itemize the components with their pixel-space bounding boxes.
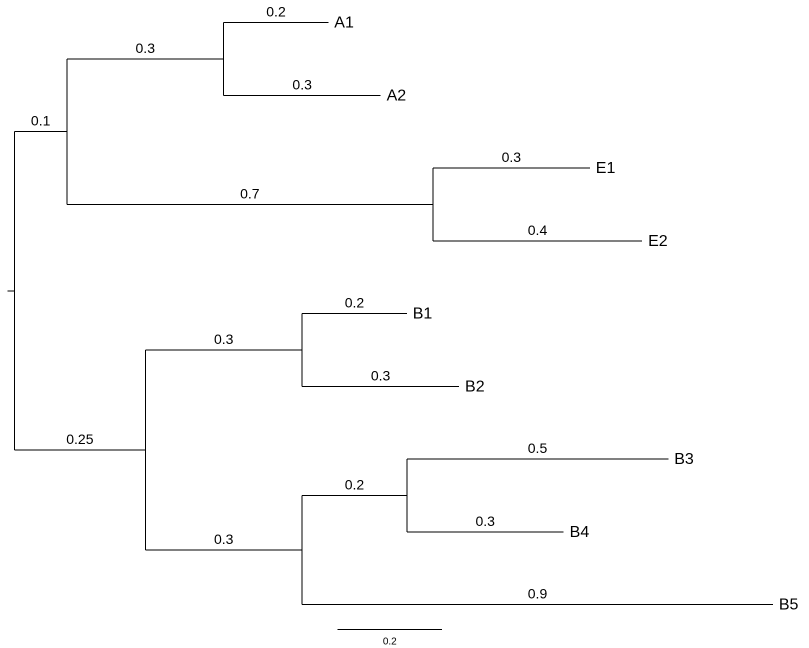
leaf-label-A1: A1 bbox=[334, 15, 354, 32]
leaf-label-B1: B1 bbox=[413, 306, 433, 323]
branch-length-label-cladeA: 0.3 bbox=[136, 40, 156, 56]
branch-length-label-A1: 0.2 bbox=[266, 4, 286, 20]
branch-length-label-E2: 0.4 bbox=[528, 222, 548, 238]
scale-bar: 0.2 bbox=[337, 629, 443, 648]
branch-length-label-E1: 0.3 bbox=[502, 149, 522, 165]
branch-length-label-cladeAE: 0.1 bbox=[31, 113, 51, 129]
branch-length-label-cladeB: 0.25 bbox=[66, 431, 93, 447]
leaf-labels: A1 A2 E1 E2 B1 B2 B3 B4 B5 bbox=[334, 15, 798, 614]
branch-length-label-B5: 0.9 bbox=[528, 586, 548, 602]
branch-length-label-B1: 0.2 bbox=[345, 295, 365, 311]
branch-length-label-cladeB345: 0.3 bbox=[214, 531, 234, 547]
leaf-label-E2: E2 bbox=[648, 233, 668, 250]
leaf-label-E1: E1 bbox=[596, 160, 616, 177]
tree-connectors bbox=[14, 22, 434, 605]
branch-length-labels: 0.1 0.3 0.2 0.3 0.7 0.3 0.4 0.25 0.3 0.2 0.3 0.3 0.2… bbox=[31, 4, 548, 602]
branch-length-label-cladeB12: 0.3 bbox=[214, 331, 234, 347]
branch-length-label-B4: 0.3 bbox=[475, 513, 495, 529]
tree-branches bbox=[7, 22, 773, 605]
branch-length-label-B2: 0.3 bbox=[371, 367, 391, 383]
leaf-label-B5: B5 bbox=[779, 597, 799, 614]
leaf-label-A2: A2 bbox=[387, 87, 407, 104]
branch-length-label-cladeE: 0.7 bbox=[240, 185, 260, 201]
leaf-label-B4: B4 bbox=[570, 524, 590, 541]
scale-bar-label: 0.2 bbox=[383, 637, 397, 648]
branch-length-label-cladeB34: 0.2 bbox=[345, 476, 365, 492]
branch-length-label-B3: 0.5 bbox=[528, 440, 548, 456]
branch-length-label-A2: 0.3 bbox=[292, 76, 312, 92]
leaf-label-B2: B2 bbox=[465, 378, 485, 395]
leaf-label-B3: B3 bbox=[674, 451, 694, 468]
